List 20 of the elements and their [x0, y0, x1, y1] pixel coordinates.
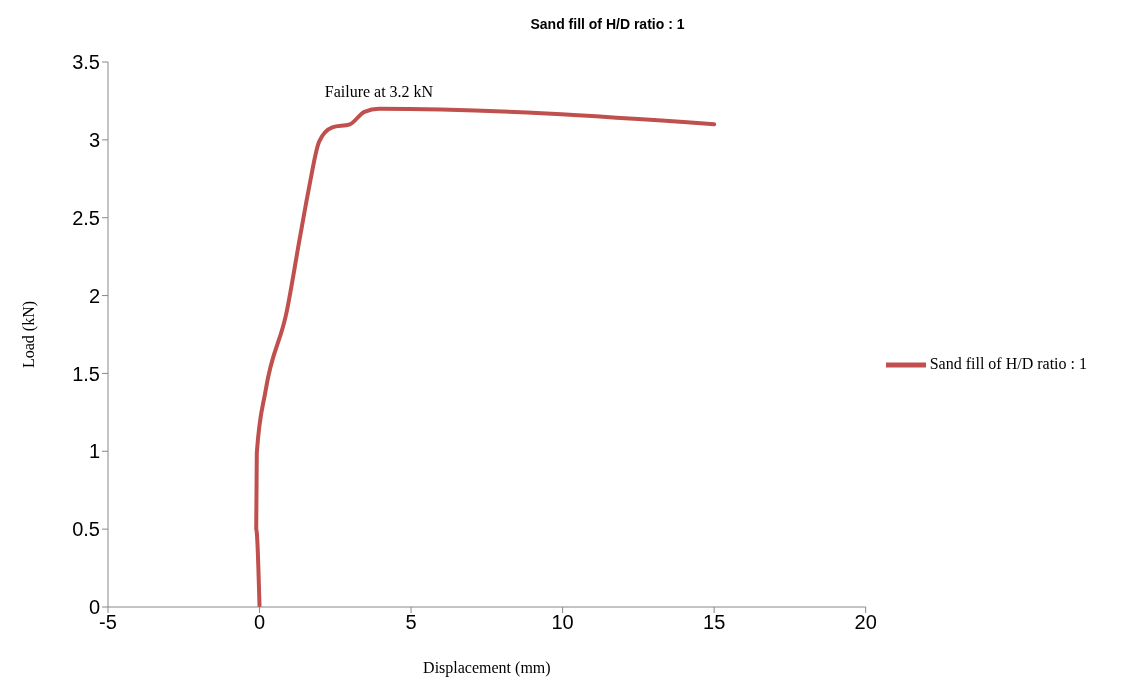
- legend-label: Sand fill of H/D ratio : 1: [929, 354, 1087, 372]
- chart-title: Sand fill of H/D ratio : 1: [529, 15, 686, 34]
- annotation: Failure at 3.2 kN: [324, 82, 434, 100]
- line-series: [254, 106, 717, 607]
- y-tick-label: 1: [88, 440, 100, 463]
- y-tick-label: 1.5: [72, 362, 100, 385]
- y-tick-label: 3: [88, 128, 100, 151]
- y-tick-label: 3.5: [72, 51, 100, 74]
- x-tick-label: 5: [405, 611, 417, 634]
- x-tick-label: 20: [854, 611, 877, 634]
- x-tick-label: 15: [703, 611, 726, 634]
- x-tick-label: 10: [551, 611, 574, 634]
- y-tick-label: 0: [88, 596, 100, 619]
- y-tick-label: 2: [88, 284, 100, 307]
- x-tick-label: 0: [253, 611, 266, 634]
- y-axis-title: Load (kN): [19, 300, 38, 369]
- x-tick-label: -5: [99, 611, 117, 634]
- x-axis-title: Displacement (mm): [423, 659, 551, 677]
- y-tick-label: 0.5: [72, 518, 100, 541]
- y-tick-label: 2.5: [72, 206, 100, 229]
